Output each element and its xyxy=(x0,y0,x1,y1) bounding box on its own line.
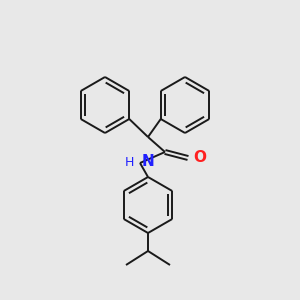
Text: N: N xyxy=(142,154,155,169)
Text: O: O xyxy=(193,151,206,166)
Text: H: H xyxy=(124,155,134,169)
